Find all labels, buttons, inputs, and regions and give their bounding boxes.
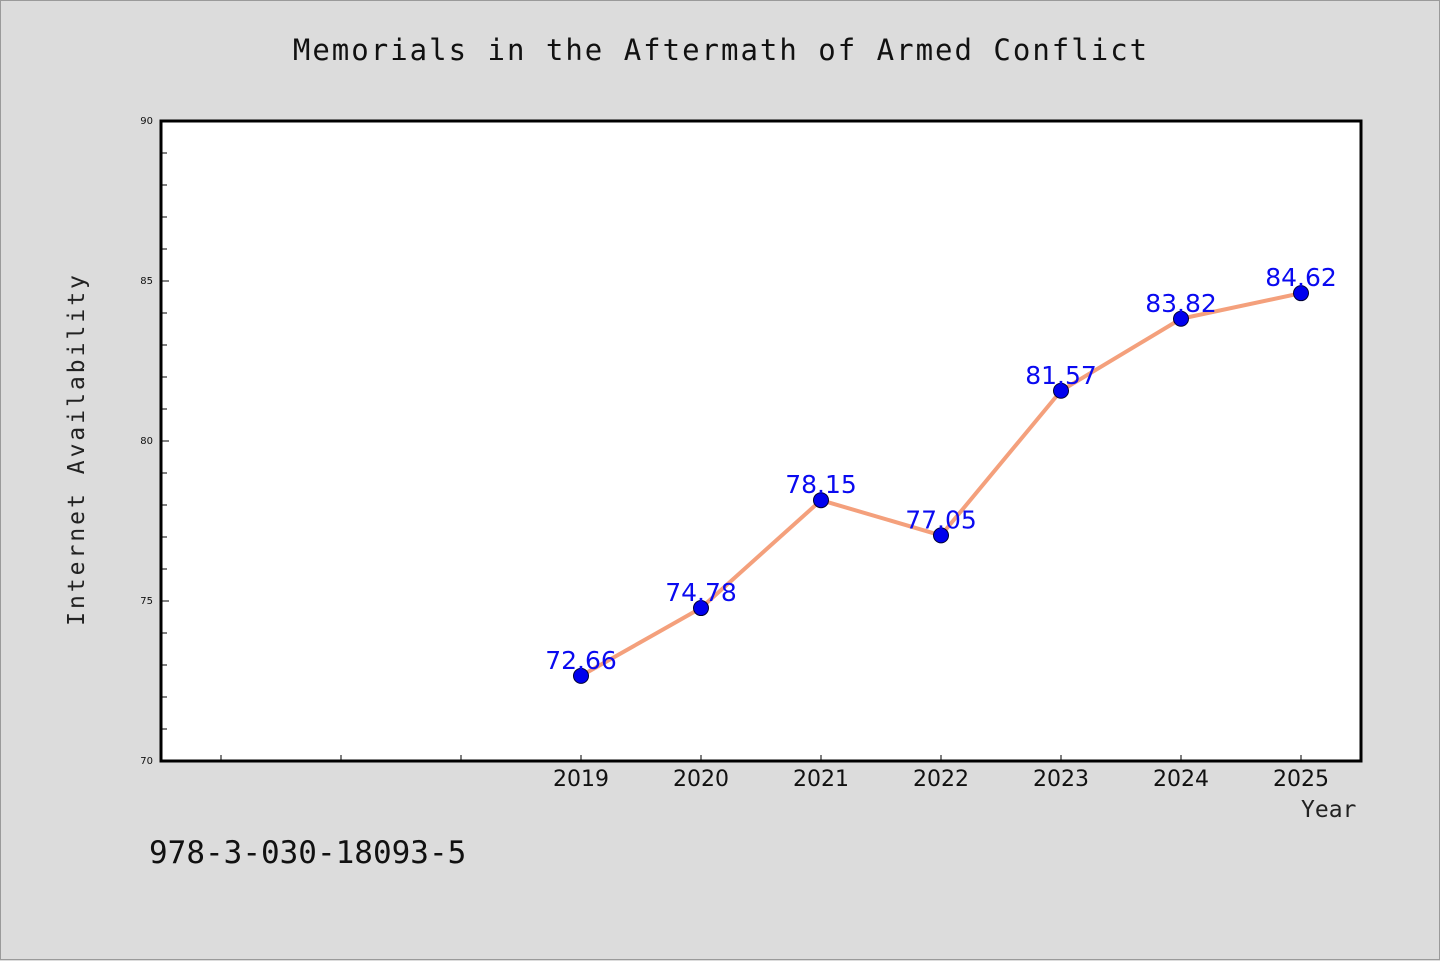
data-label: 77.05 (905, 505, 977, 534)
data-point (1173, 310, 1189, 327)
data-point (933, 527, 949, 544)
x-tick-label: 2020 (673, 767, 729, 792)
data-label: 78.15 (785, 470, 857, 499)
y-tick-label: 75 (140, 596, 153, 607)
x-tick-label: 2025 (1273, 767, 1329, 792)
x-tick-label: 2024 (1153, 767, 1209, 792)
isbn-annotation: 978-3-030-18093-5 (149, 835, 467, 871)
plot-area (159, 119, 1363, 763)
y-tick-label: 90 (140, 116, 153, 127)
y-tick-label: 70 (140, 756, 153, 767)
x-tick-label: 2021 (793, 767, 849, 792)
y-tick-label: 85 (140, 276, 153, 287)
x-tick-label: 2022 (913, 767, 969, 792)
data-point (1053, 382, 1069, 399)
data-point (813, 492, 829, 509)
data-point (693, 600, 709, 617)
data-label: 72.66 (545, 646, 617, 675)
data-point (1293, 285, 1309, 302)
x-tick-label: 2019 (553, 767, 609, 792)
x-tick-label: 2023 (1033, 767, 1089, 792)
data-label: 83.82 (1145, 289, 1217, 318)
chart-title: Memorials in the Aftermath of Armed Conf… (292, 33, 1150, 67)
x-axis-label: Year (1301, 797, 1357, 823)
y-tick-label: 80 (140, 436, 153, 447)
data-label: 84.62 (1265, 263, 1337, 292)
data-label: 81.57 (1025, 361, 1097, 390)
data-point (573, 667, 589, 684)
data-label: 74.78 (665, 578, 737, 607)
